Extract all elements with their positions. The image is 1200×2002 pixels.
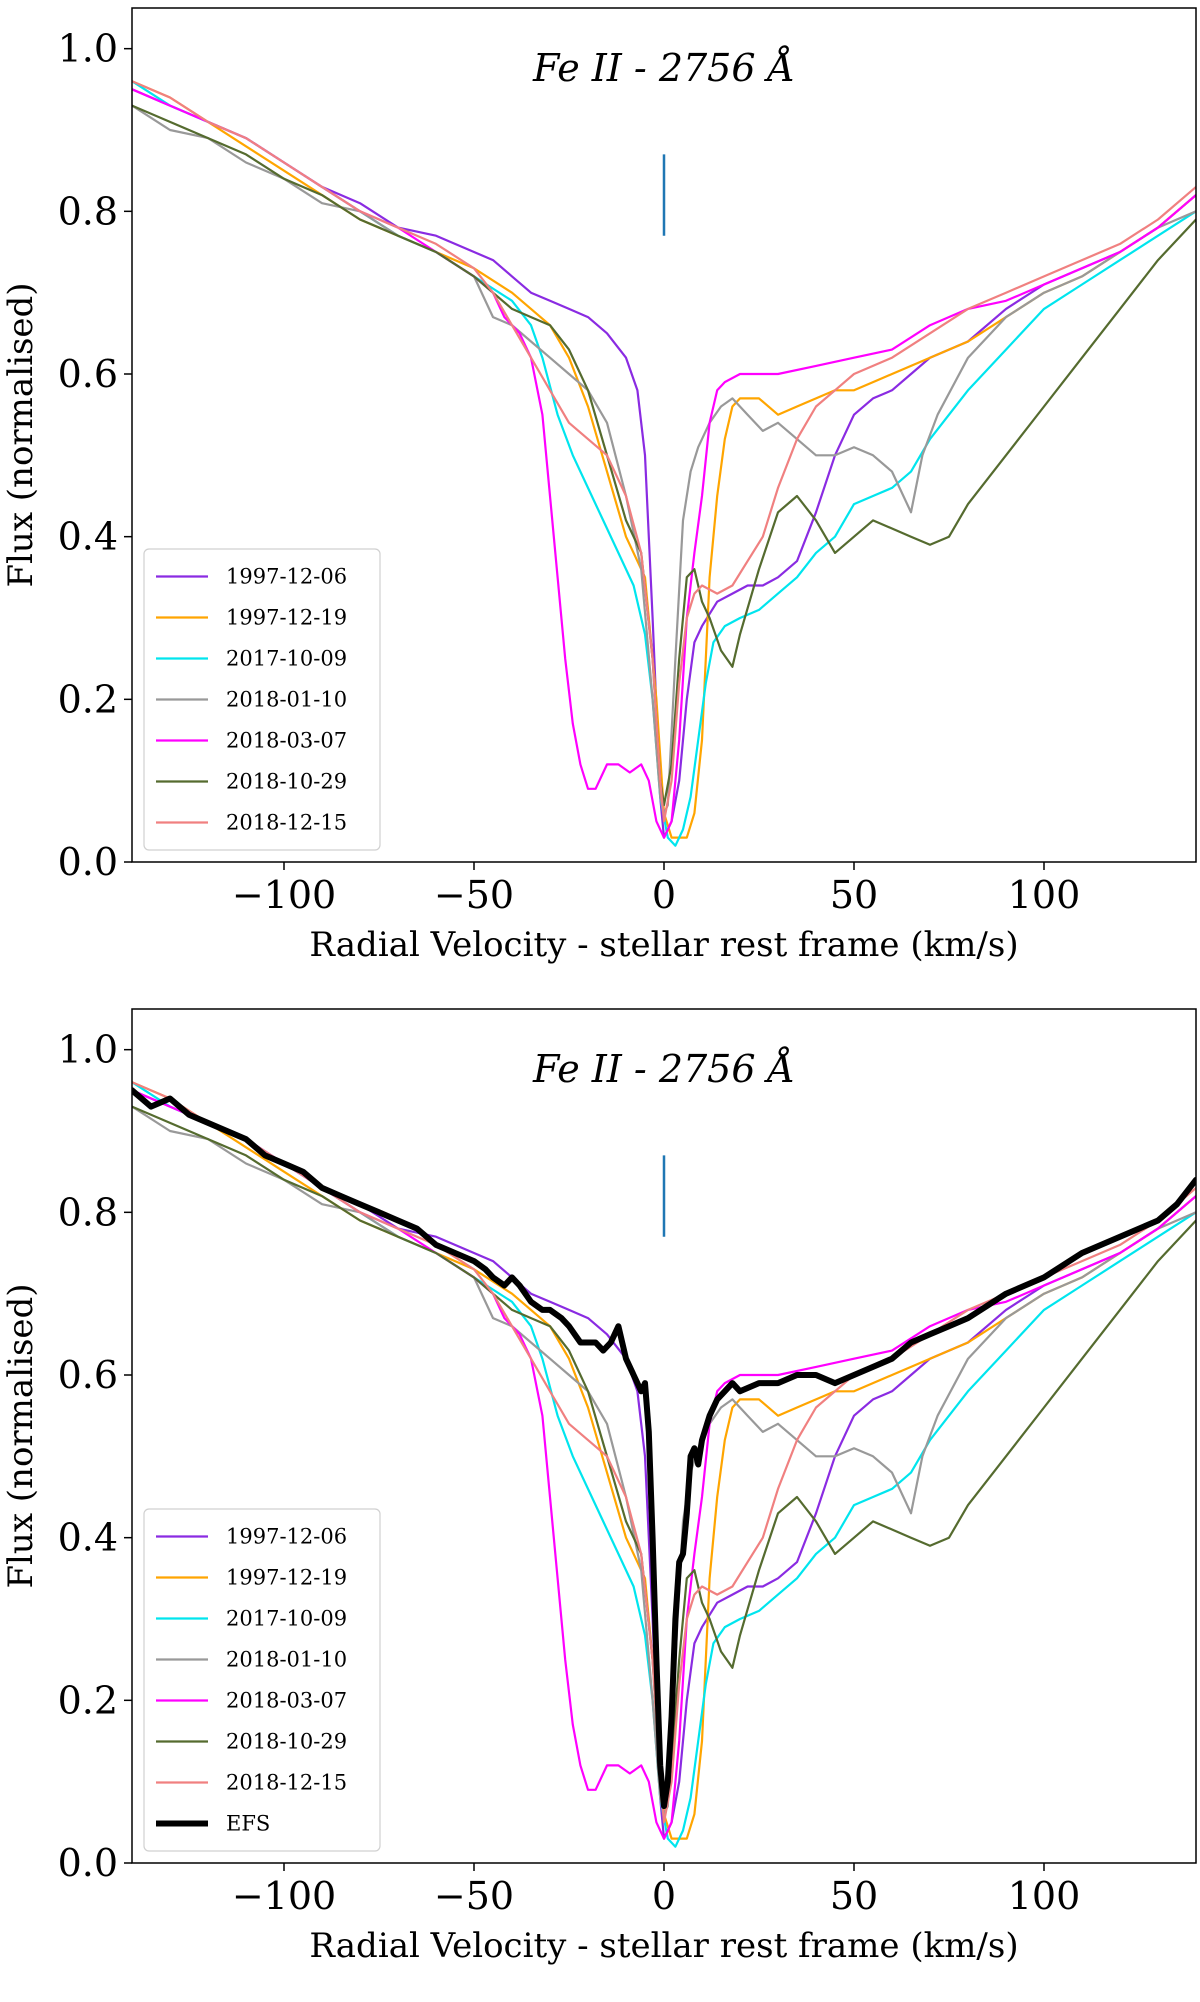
y-tick-label: 1.0 bbox=[58, 1028, 118, 1072]
legend-label: 2018-03-07 bbox=[226, 1689, 347, 1713]
legend-label: 1997-12-19 bbox=[226, 606, 347, 630]
x-tick-label: 100 bbox=[1008, 1874, 1081, 1918]
legend-label: 1997-12-06 bbox=[226, 1525, 347, 1549]
chart-panel-bottom: −100 −50 0 50 100 0.0 0.2 0.4 0.6 0.8 1.0 Radial Ve… bbox=[0, 1001, 1200, 2002]
legend-label: 2018-01-10 bbox=[226, 688, 347, 712]
legend-label: EFS bbox=[226, 1812, 270, 1836]
legend: 1997-12-06 1997-12-19 2017-10-09 2018-01-10… bbox=[143, 548, 381, 851]
chart-panel-top: −100 −50 0 50 100 0.0 0.2 0.4 0.6 0.8 1.0 Radial Ve… bbox=[1, 7, 1197, 965]
x-tick-label: 0 bbox=[652, 1874, 676, 1918]
series-line-2018-12-15 bbox=[132, 80, 1196, 823]
x-tick-label: 50 bbox=[830, 873, 878, 917]
series-group bbox=[132, 80, 1196, 847]
x-tick-label: 0 bbox=[652, 873, 676, 917]
y-tick-label: 0.6 bbox=[58, 1353, 118, 1397]
legend-box bbox=[143, 548, 381, 851]
x-tick-label: −50 bbox=[434, 873, 514, 917]
legend-label: 2018-01-10 bbox=[226, 1648, 347, 1672]
legend-label: 2017-10-09 bbox=[226, 1607, 347, 1631]
x-tick-label: −50 bbox=[434, 1874, 514, 1918]
legend: 1997-12-06 1997-12-19 2017-10-09 2018-01-10… bbox=[143, 1508, 381, 1852]
series-line-efs bbox=[132, 1087, 1196, 1810]
x-axis-label: Radial Velocity - stellar rest frame (km… bbox=[309, 1926, 1018, 1966]
series-line-2018-10-29 bbox=[132, 1105, 1196, 1808]
y-tick-label: 0.4 bbox=[58, 1516, 118, 1560]
y-tick-label: 0.2 bbox=[58, 1678, 118, 1722]
y-tick-label: 0.8 bbox=[58, 1190, 118, 1234]
x-axis-label: Radial Velocity - stellar rest frame (km… bbox=[309, 925, 1018, 965]
series-line-1997-12-06 bbox=[132, 88, 1196, 839]
legend-label: 1997-12-06 bbox=[226, 565, 347, 589]
legend-label: 2018-10-29 bbox=[226, 1730, 347, 1754]
chart-title: Fe II - 2756 Å bbox=[532, 46, 795, 90]
series-group bbox=[132, 1081, 1196, 1848]
y-tick-label: 0.4 bbox=[58, 515, 118, 559]
legend-label: 2018-03-07 bbox=[226, 729, 347, 753]
y-tick-label: 0.2 bbox=[58, 677, 118, 721]
y-axis-label: Flux (normalised) bbox=[1, 1283, 41, 1588]
series-line-2018-10-29 bbox=[132, 104, 1196, 807]
y-tick-label: 0.6 bbox=[58, 352, 118, 396]
legend-label: 2018-10-29 bbox=[226, 770, 347, 794]
y-axis-label: Flux (normalised) bbox=[1, 282, 41, 587]
x-tick-label: 100 bbox=[1008, 873, 1081, 917]
y-tick-label: 0.0 bbox=[58, 1841, 118, 1885]
legend-box bbox=[143, 1508, 381, 1852]
legend-label: 2017-10-09 bbox=[226, 647, 347, 671]
y-tick-label: 1.0 bbox=[58, 27, 118, 71]
x-tick-label: −100 bbox=[232, 1874, 336, 1918]
line-chart-bottom: −100 −50 0 50 100 0.0 0.2 0.4 0.6 0.8 1.0 Radial Ve… bbox=[1, 1008, 1197, 1966]
chart-title: Fe II - 2756 Å bbox=[532, 1047, 795, 1091]
series-line-1997-12-06 bbox=[132, 1089, 1196, 1840]
legend-label: 2018-12-15 bbox=[226, 1771, 347, 1795]
x-tick-label: −100 bbox=[232, 873, 336, 917]
legend-label: 1997-12-19 bbox=[226, 1566, 347, 1590]
y-tick-label: 0.0 bbox=[58, 840, 118, 884]
legend-label: 2018-12-15 bbox=[226, 811, 347, 835]
line-chart-top: −100 −50 0 50 100 0.0 0.2 0.4 0.6 0.8 1.0 Radial Ve… bbox=[1, 7, 1197, 965]
y-tick-label: 0.8 bbox=[58, 189, 118, 233]
x-tick-label: 50 bbox=[830, 1874, 878, 1918]
